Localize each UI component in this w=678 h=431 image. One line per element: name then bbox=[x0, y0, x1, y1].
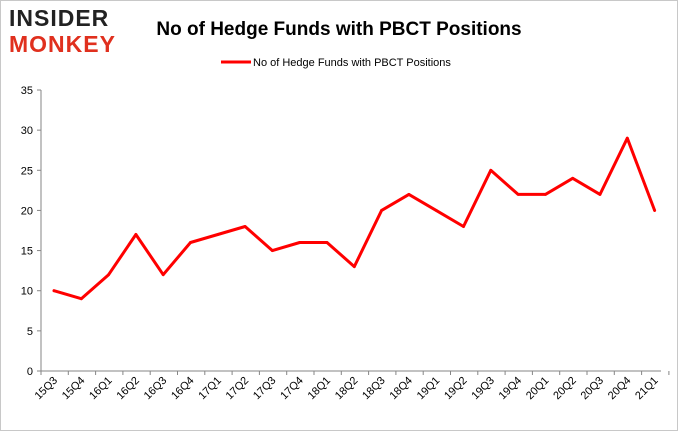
x-tick-label: 16Q4 bbox=[169, 375, 197, 403]
chart-title: No of Hedge Funds with PBCT Positions bbox=[156, 19, 521, 40]
x-tick-label: 16Q2 bbox=[114, 375, 142, 403]
data-point bbox=[52, 289, 56, 293]
x-tick-label: 17Q3 bbox=[251, 375, 279, 403]
x-tick-label: 20Q1 bbox=[524, 375, 552, 403]
axes bbox=[40, 90, 661, 372]
y-axis-ticks: 0 5 10 15 20 25 30 35 bbox=[21, 85, 41, 378]
legend-label: No of Hedge Funds with PBCT Positions bbox=[253, 57, 451, 69]
legend: No of Hedge Funds with PBCT Positions bbox=[221, 57, 451, 69]
y-tick-label: 30 bbox=[21, 125, 33, 137]
data-point bbox=[216, 233, 220, 236]
x-tick-label: 19Q4 bbox=[497, 375, 525, 403]
x-tick-label: 17Q1 bbox=[196, 375, 224, 403]
data-point bbox=[653, 209, 656, 212]
data-point bbox=[598, 192, 602, 196]
data-point bbox=[271, 249, 274, 252]
x-tick-label: 17Q2 bbox=[224, 375, 252, 403]
y-tick-label: 5 bbox=[27, 326, 33, 338]
data-point bbox=[325, 241, 329, 244]
data-point bbox=[571, 176, 575, 180]
x-tick-label: 15Q3 bbox=[33, 375, 61, 403]
y-tick-label: 0 bbox=[27, 366, 33, 378]
data-point bbox=[243, 225, 247, 228]
x-tick-label: 20Q4 bbox=[606, 375, 634, 403]
y-tick-label: 25 bbox=[21, 165, 33, 177]
x-tick-label: 15Q4 bbox=[60, 375, 88, 403]
x-tick-label: 20Q3 bbox=[579, 375, 607, 403]
logo-line-2: MONKEY bbox=[9, 31, 116, 57]
data-point bbox=[298, 241, 302, 244]
data-point bbox=[544, 192, 547, 196]
data-point bbox=[380, 209, 383, 212]
x-tick-label: 18Q1 bbox=[306, 375, 334, 403]
x-tick-label: 18Q4 bbox=[387, 375, 415, 403]
logo-line-1: INSIDER bbox=[9, 5, 110, 31]
y-tick-label: 35 bbox=[21, 85, 33, 97]
y-tick-label: 10 bbox=[21, 286, 33, 298]
x-tick-label: 19Q1 bbox=[415, 375, 443, 403]
series-line bbox=[52, 136, 657, 301]
data-point bbox=[189, 241, 192, 244]
x-tick-label: 16Q3 bbox=[142, 375, 170, 403]
series-layer bbox=[52, 136, 657, 301]
x-tick-label: 18Q2 bbox=[333, 375, 361, 403]
x-tick-label: 19Q3 bbox=[469, 375, 497, 403]
data-point bbox=[625, 136, 629, 140]
data-point bbox=[489, 168, 493, 172]
x-tick-label: 19Q2 bbox=[442, 375, 470, 403]
data-point bbox=[434, 209, 438, 212]
x-tick-label: 20Q2 bbox=[551, 375, 579, 403]
x-tick-label: 21Q1 bbox=[633, 375, 661, 403]
x-tick-label: 16Q1 bbox=[87, 375, 115, 403]
data-point bbox=[107, 273, 110, 277]
data-point bbox=[516, 192, 520, 196]
data-point bbox=[407, 192, 411, 196]
x-tick-label: 17Q4 bbox=[278, 375, 306, 403]
data-point bbox=[161, 273, 165, 277]
insider-monkey-logo: INSIDER MONKEY bbox=[9, 7, 131, 57]
data-point bbox=[462, 225, 465, 228]
data-point bbox=[352, 265, 356, 269]
data-point bbox=[79, 297, 83, 301]
data-point bbox=[134, 233, 138, 236]
x-axis-ticks: 15Q3 15Q4 16Q1 16Q2 16Q3 16Q4 17Q1 17Q2 17Q3 17Q4… bbox=[33, 371, 670, 403]
x-tick-label: 18Q3 bbox=[360, 375, 388, 403]
y-tick-label: 15 bbox=[21, 246, 33, 258]
y-tick-label: 20 bbox=[21, 205, 33, 217]
